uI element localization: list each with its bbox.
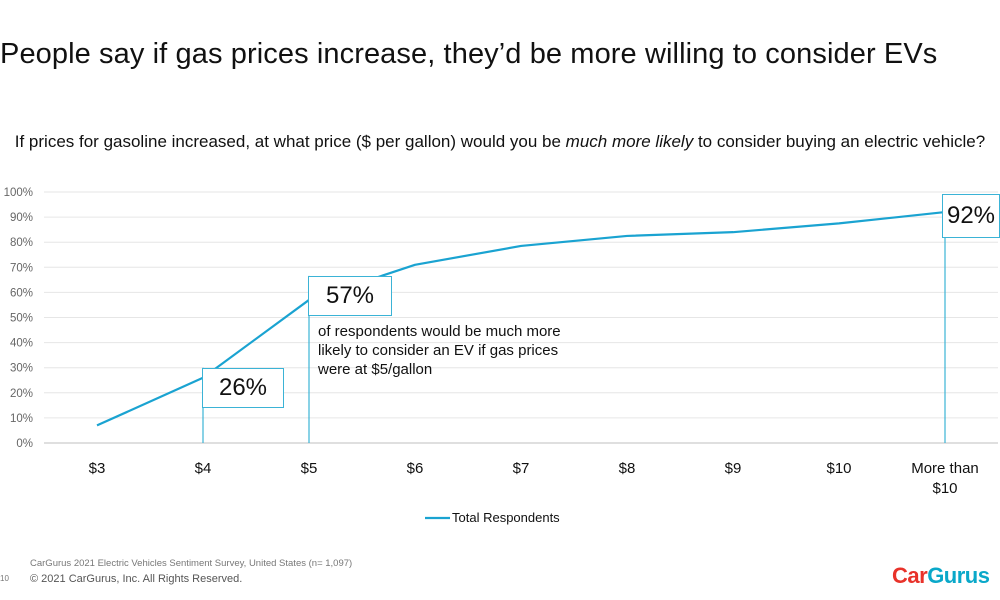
x-tick-label: $5 xyxy=(301,460,318,477)
x-tick-label: $3 xyxy=(89,460,106,477)
y-tick-label: 70% xyxy=(10,262,33,274)
cargurus-logo: CarGurus xyxy=(892,563,990,589)
callout-92-percent: 92% xyxy=(942,194,1000,239)
x-tick-label: $10 xyxy=(826,460,851,477)
y-tick-label: 20% xyxy=(10,388,33,400)
x-tick-label: $8 xyxy=(619,460,636,477)
question-text-part1: If prices for gasoline increased, at wha… xyxy=(14,132,566,151)
question-emphasis: much more likely xyxy=(565,132,694,151)
page-number: 10 xyxy=(0,574,9,583)
x-tick-label: More than $10 xyxy=(911,460,979,497)
x-tick-label: $9 xyxy=(725,460,742,477)
x-tick-label: $4 xyxy=(195,460,212,477)
question-text-part2: to consider buying an electric vehicle? xyxy=(693,132,986,151)
slide-title: People say if gas prices increase, they’… xyxy=(0,38,938,70)
footer-copyright: © 2021 CarGurus, Inc. All Rights Reserve… xyxy=(30,573,243,585)
callout-57-percent: 57% xyxy=(308,275,392,316)
logo-gurus-text: Gurus xyxy=(927,563,990,588)
callout-note: of respondents would be much more likely… xyxy=(318,323,561,378)
survey-question: If prices for gasoline increased, at wha… xyxy=(0,131,1000,153)
x-tick-label: $6 xyxy=(407,460,424,477)
legend-label: Total Respondents xyxy=(452,510,560,525)
y-tick-label: 100% xyxy=(4,187,33,199)
footer-source: CarGurus 2021 Electric Vehicles Sentimen… xyxy=(30,558,353,569)
y-tick-label: 30% xyxy=(10,363,33,375)
y-tick-label: 0% xyxy=(16,438,33,450)
y-tick-label: 90% xyxy=(10,212,33,224)
y-tick-label: 10% xyxy=(10,413,33,425)
y-tick-label: 80% xyxy=(10,237,33,249)
x-tick-label: $7 xyxy=(513,460,530,477)
y-tick-label: 60% xyxy=(10,287,33,299)
y-tick-label: 50% xyxy=(10,313,33,325)
logo-car-text: Car xyxy=(892,563,928,588)
y-tick-label: 40% xyxy=(10,338,33,350)
callout-26-percent: 26% xyxy=(202,367,284,408)
